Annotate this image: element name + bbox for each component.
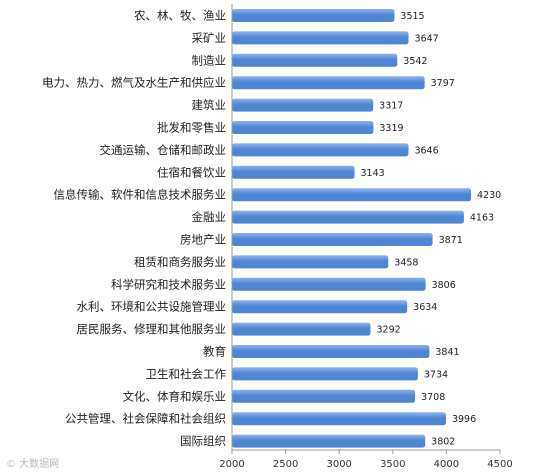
x-tick-label: 2000 [219,459,244,470]
value-label: 3647 [415,33,439,44]
category-label: 批发和零售业 [157,121,226,135]
bar [232,434,426,448]
bar [232,76,425,90]
value-label: 3634 [413,302,437,313]
bar [232,412,446,426]
bar [232,9,395,22]
bar [232,143,409,157]
value-label: 3143 [361,168,385,179]
value-label: 3319 [379,123,403,134]
value-label: 3708 [421,392,445,403]
bar [232,367,418,381]
value-label: 3806 [432,280,456,291]
category-label: 金融业 [192,210,227,224]
value-label: 3292 [377,325,401,336]
category-labels: 农、林、牧、渔业采矿业制造业电力、热力、燃气及水生产和供应业建筑业批发和零售业交… [42,9,226,449]
bar [232,322,371,336]
x-tick-label: 2500 [273,459,298,470]
bar [232,233,433,246]
bar [232,165,355,179]
bar [232,188,472,202]
x-tick-label: 3000 [326,459,351,470]
x-tick-label: 4500 [487,459,512,470]
bar [232,300,408,314]
x-axis: 2000 2500 3000 3500 4000 4500 [219,4,513,470]
bar [232,210,464,224]
bar [232,345,430,358]
value-label: 3646 [414,145,438,156]
value-label: 3515 [400,11,424,22]
bar [232,255,389,269]
value-label: 3317 [379,101,403,112]
x-tick-label: 4000 [434,459,459,470]
value-label: 3871 [439,235,463,246]
category-label: 住宿和餐饮业 [157,165,226,179]
bars-layer [232,9,472,448]
value-labels: 3515 3647 3542 3797 3317 3319 3646 3143 4230 4163… [361,11,502,448]
value-label: 3542 [403,56,427,67]
category-label: 房地产业 [180,233,226,247]
bar [232,98,374,112]
category-label: 居民服务、修理和其他服务业 [77,322,227,336]
value-label: 3458 [394,257,418,268]
value-label: 3802 [431,437,455,448]
value-label: 3841 [435,347,459,358]
bar [232,31,409,45]
category-label: 国际组织 [180,434,226,448]
category-label: 卫生和社会工作 [146,367,227,381]
category-label: 制造业 [192,53,227,67]
category-label: 建筑业 [192,98,227,112]
bar [232,277,426,291]
value-label: 3996 [452,414,476,425]
value-label: 4163 [470,213,494,224]
value-label: 3797 [431,78,455,89]
category-label: 水利、环境和公共设施管理业 [77,300,227,314]
category-label: 采矿业 [192,31,227,45]
category-label: 教育 [203,345,226,359]
bar [232,389,416,403]
category-label: 农、林、牧、渔业 [134,9,226,23]
bar [232,121,374,134]
value-label: 4230 [477,190,501,201]
bar [232,53,398,67]
watermark: © 大数据网 [6,459,60,470]
category-label: 信息传输、软件和信息技术服务业 [54,188,227,202]
category-label: 电力、热力、燃气及水生产和供应业 [42,76,226,90]
category-label: 租赁和商务服务业 [134,255,226,269]
category-label: 交通运输、仓储和邮政业 [100,143,227,157]
category-label: 科学研究和技术服务业 [111,277,226,291]
category-label: 文化、体育和娱乐业 [123,389,227,403]
value-label: 3734 [424,369,448,380]
x-tick-label: 3500 [380,459,405,470]
category-label: 公共管理、社会保障和社会组织 [65,412,226,426]
